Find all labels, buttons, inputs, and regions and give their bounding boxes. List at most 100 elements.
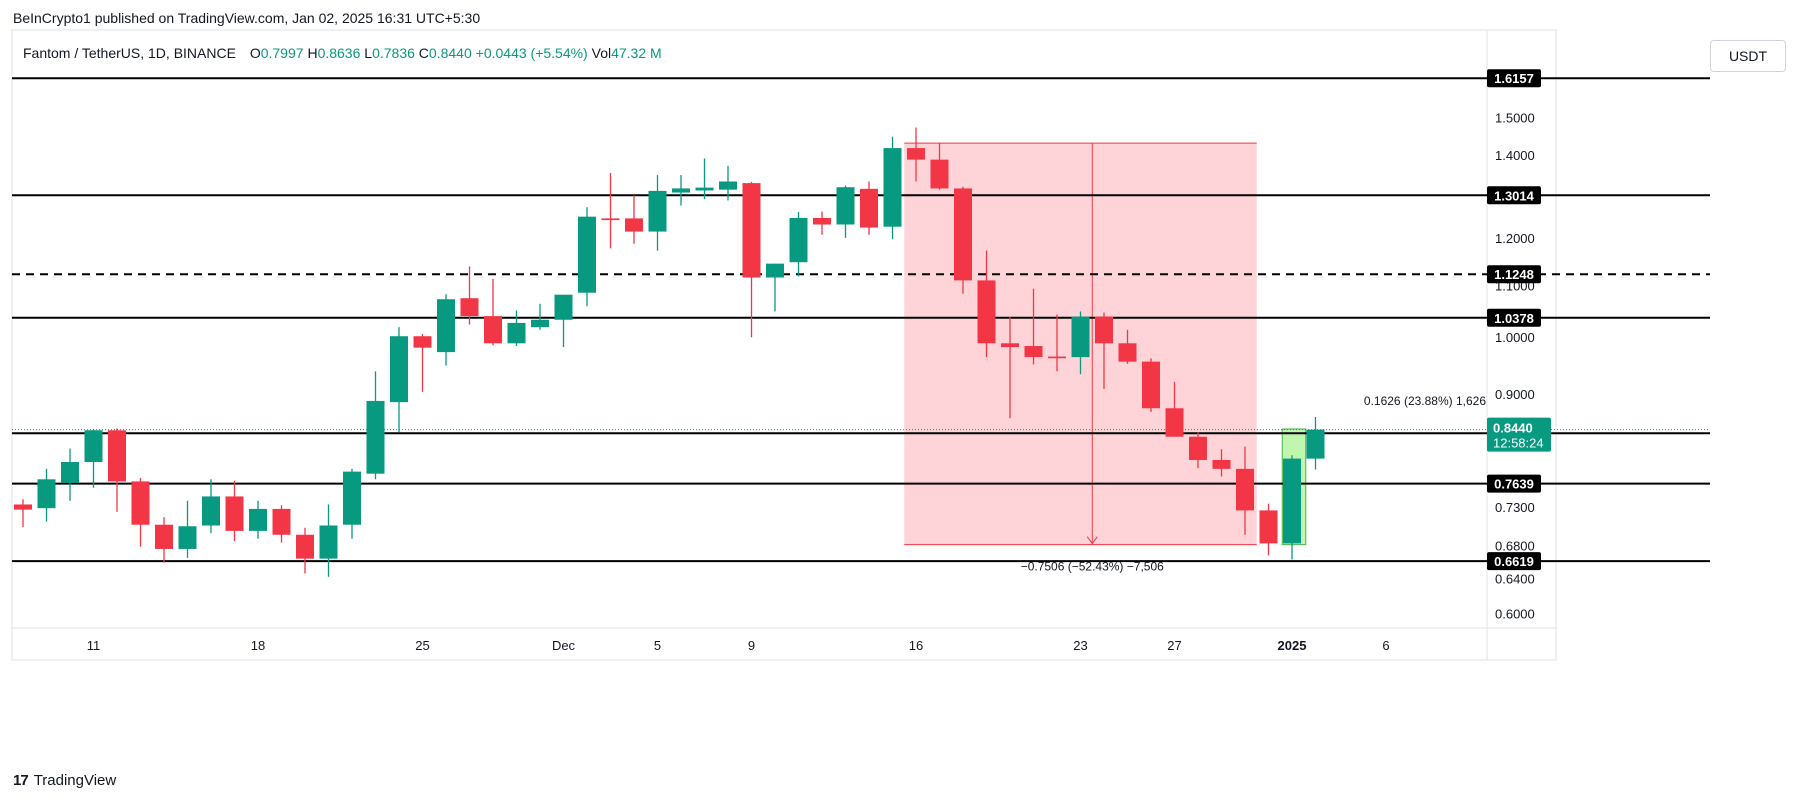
long-range-label: 0.1626 (23.88%) 1,626 <box>1364 394 1486 408</box>
y-tick-label: 0.7300 <box>1495 500 1535 515</box>
candle-body <box>554 294 573 320</box>
x-tick-label: 9 <box>748 638 755 653</box>
open-value: 0.7997 <box>260 45 304 61</box>
candle-body <box>61 462 79 483</box>
short-range-arrowhead <box>1086 536 1098 545</box>
candle-body <box>1165 408 1184 437</box>
candle-body <box>1236 468 1254 511</box>
x-tick-label: 6 <box>1382 638 1389 653</box>
candle-body <box>437 299 455 353</box>
candle-body <box>1306 429 1325 459</box>
currency-button[interactable]: USDT <box>1710 40 1786 72</box>
candle-body <box>813 217 831 225</box>
candle-body <box>225 496 244 531</box>
short-range-label: −0.7506 (−52.43%) −7,506 <box>1021 560 1164 574</box>
level-badge <box>1487 265 1541 284</box>
high-label: H <box>307 45 318 61</box>
candle-body <box>319 525 338 559</box>
candle-body <box>390 336 408 403</box>
x-tick-label: Dec <box>552 638 576 653</box>
level-badge-label: 0.7639 <box>1494 477 1534 492</box>
level-badge-label: 1.6157 <box>1494 71 1534 86</box>
publisher-line: BeInCrypto1 published on TradingView.com… <box>13 10 481 26</box>
candle-body <box>977 280 996 344</box>
symbol-name[interactable]: Fantom / TetherUS, 1D, BINANCE <box>23 45 236 61</box>
candle-body <box>1095 316 1113 344</box>
candle-body <box>695 187 714 191</box>
tradingview-name: TradingView <box>33 772 117 789</box>
candle-body <box>836 187 855 225</box>
y-tick-label: 1.5000 <box>1495 110 1535 125</box>
candle-body <box>907 148 925 160</box>
level-badge <box>1487 186 1541 205</box>
candle-body <box>1048 356 1066 359</box>
chart-frame <box>11 29 1557 661</box>
candle-body <box>860 188 878 228</box>
y-tick-label: 1.2000 <box>1495 231 1535 246</box>
candle-body <box>742 183 761 278</box>
tradingview-branding: 17 TradingView <box>13 772 116 789</box>
y-tick-label: 1.0000 <box>1495 330 1535 345</box>
candle-body <box>1212 459 1231 469</box>
candle-body <box>14 504 32 510</box>
low-label: L <box>364 45 373 61</box>
open-label: O <box>249 45 261 61</box>
candle-body <box>484 316 502 344</box>
x-tick-label: 27 <box>1167 638 1181 653</box>
candle-body <box>155 524 173 549</box>
level-badge <box>1487 552 1541 571</box>
candle-body <box>507 322 526 344</box>
candle-body <box>1024 346 1043 358</box>
y-tick-label: 1.4000 <box>1495 148 1535 163</box>
candle-body <box>648 190 667 232</box>
y-tick-label: 0.6000 <box>1495 606 1535 621</box>
candle-body <box>719 181 737 190</box>
current-price-badge <box>1487 417 1551 452</box>
x-tick-label: 2025 <box>1278 638 1307 653</box>
y-tick-label: 0.6800 <box>1495 539 1535 554</box>
candle-body <box>930 159 949 189</box>
candle-body <box>131 481 150 525</box>
tradingview-logo-icon: 17 <box>13 772 29 789</box>
candle-body <box>272 508 291 535</box>
candle-body <box>343 471 361 525</box>
candle-body <box>178 526 197 549</box>
candle-body <box>366 400 385 474</box>
candle-body <box>84 430 103 463</box>
close-label: C <box>418 45 429 61</box>
x-tick-label: 11 <box>87 638 101 653</box>
current-price-label: 0.8440 <box>1493 421 1533 436</box>
level-badge-label: 1.3014 <box>1494 188 1535 203</box>
candle-body <box>37 479 56 509</box>
candle-body <box>296 534 314 559</box>
candle-body <box>672 188 690 193</box>
candle-body <box>789 217 808 263</box>
candle-body <box>1283 458 1301 544</box>
candle-body <box>460 298 479 317</box>
change-value: +0.0443 (+5.54%) <box>475 45 588 61</box>
candle-body <box>883 148 902 227</box>
high-value: 0.8636 <box>317 45 361 61</box>
low-value: 0.7836 <box>372 45 415 61</box>
candle-body <box>601 218 620 221</box>
candle-body <box>1118 343 1137 362</box>
x-tick-label: 23 <box>1073 638 1087 653</box>
countdown-label: 12:58:24 <box>1493 436 1544 451</box>
level-badge <box>1487 308 1541 327</box>
level-badge-label: 1.0378 <box>1494 311 1534 326</box>
symbol-info: Fantom / TetherUS, 1D, BINANCE O0.7997 H… <box>23 45 662 61</box>
candle-body <box>1001 343 1019 348</box>
volume-value: 47.32 M <box>611 45 662 61</box>
candle-body <box>413 336 432 348</box>
candle-body <box>108 430 126 482</box>
candle-body <box>1259 510 1278 544</box>
x-tick-label: 16 <box>909 638 923 653</box>
candle-body <box>578 216 596 293</box>
level-badge <box>1487 474 1541 493</box>
close-value: 0.8440 <box>428 45 472 61</box>
level-badge <box>1487 69 1541 88</box>
volume-label: Vol <box>591 45 612 61</box>
candle-body <box>1071 316 1090 358</box>
candle-body <box>531 319 549 328</box>
